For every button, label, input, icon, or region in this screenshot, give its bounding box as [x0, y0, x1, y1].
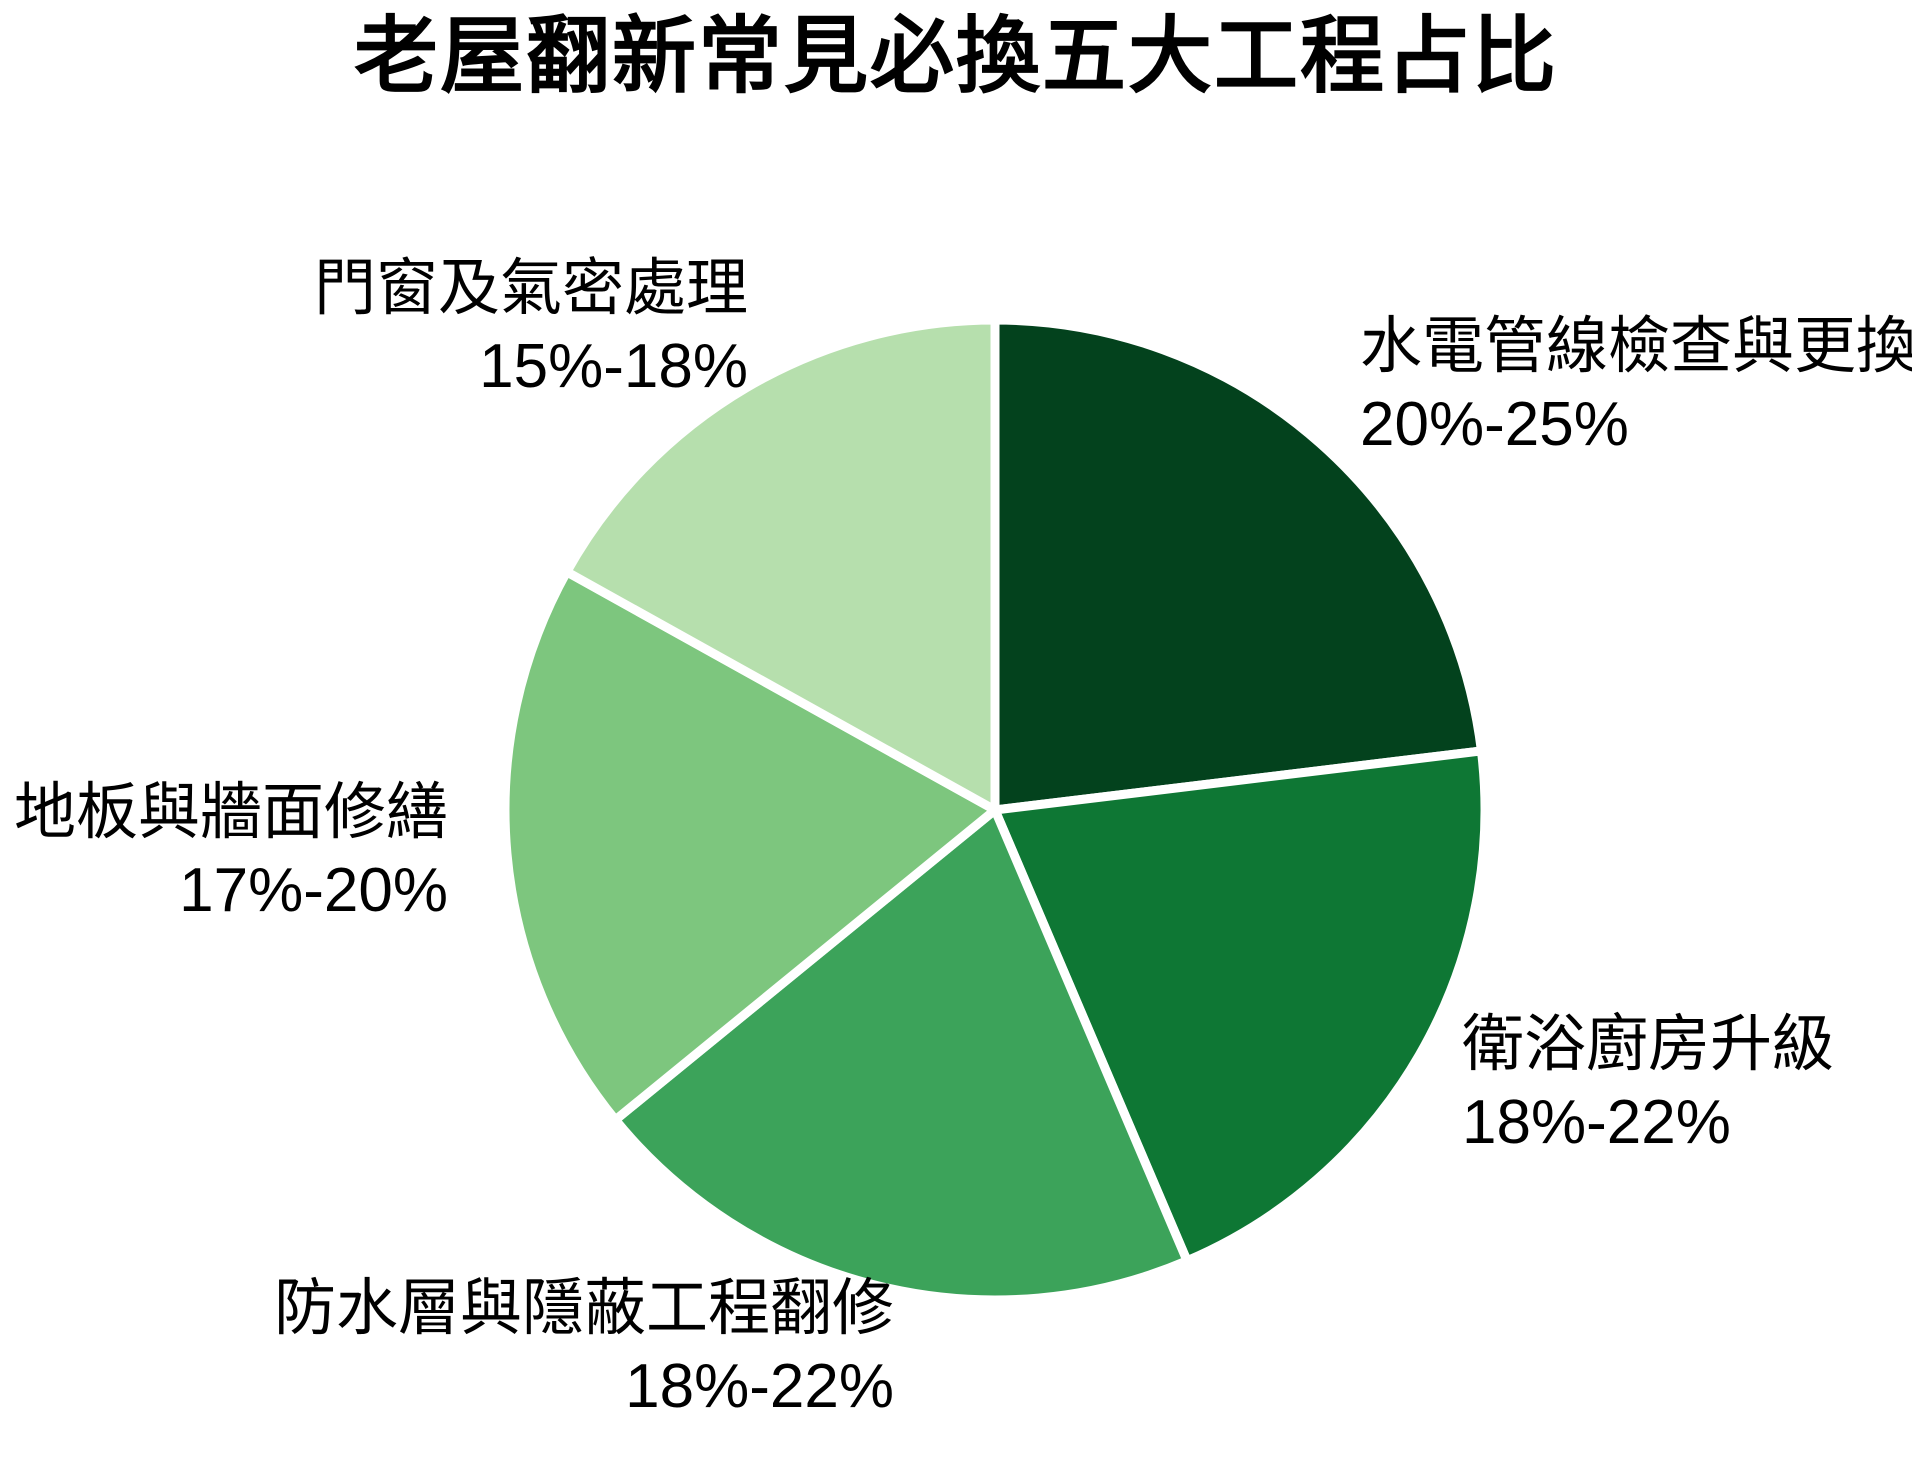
label-bathroom-kitchen: 衛浴廚房升級 18%-22%: [1462, 1006, 1834, 1162]
label-floor-wall: 地板與牆面修繕 17%-20%: [14, 774, 448, 930]
pie-slice-2: [610, 805, 1192, 1305]
label-floor-wall-range: 17%-20%: [179, 856, 448, 925]
label-waterproof-concealed: 防水層與隱蔽工程翻修 18%-22%: [274, 1270, 894, 1426]
label-bathroom-kitchen-text: 衛浴廚房升級: [1462, 1010, 1835, 1079]
chart-title: 老屋翻新常見必換五大工程占比: [353, 9, 1558, 103]
pie-slice-4: [562, 315, 1000, 815]
label-bathroom-kitchen-range: 18%-22%: [1462, 1088, 1731, 1157]
label-doors-windows-text: 門窗及氣密處理: [313, 254, 748, 323]
label-plumbing-electrical-range: 20%-25%: [1360, 390, 1629, 459]
label-doors-windows-range: 15%-18%: [479, 332, 748, 401]
label-doors-windows: 門窗及氣密處理 15%-18%: [314, 250, 748, 406]
pie-slice-3: [500, 567, 1000, 1125]
pie-slices-group: [500, 315, 1490, 1305]
label-waterproof-concealed-range: 18%-22%: [625, 1352, 894, 1421]
pie-slice-1: [990, 746, 1490, 1266]
label-plumbing-electrical-text: 水電管線檢查與更換: [1360, 312, 1912, 381]
label-waterproof-concealed-text: 防水層與隱蔽工程翻修: [273, 1274, 894, 1343]
pie-slice-0: [990, 315, 1486, 815]
label-plumbing-electrical: 水電管線檢查與更換 20%-25%: [1360, 308, 1912, 464]
label-floor-wall-text: 地板與牆面修繕: [13, 778, 448, 847]
